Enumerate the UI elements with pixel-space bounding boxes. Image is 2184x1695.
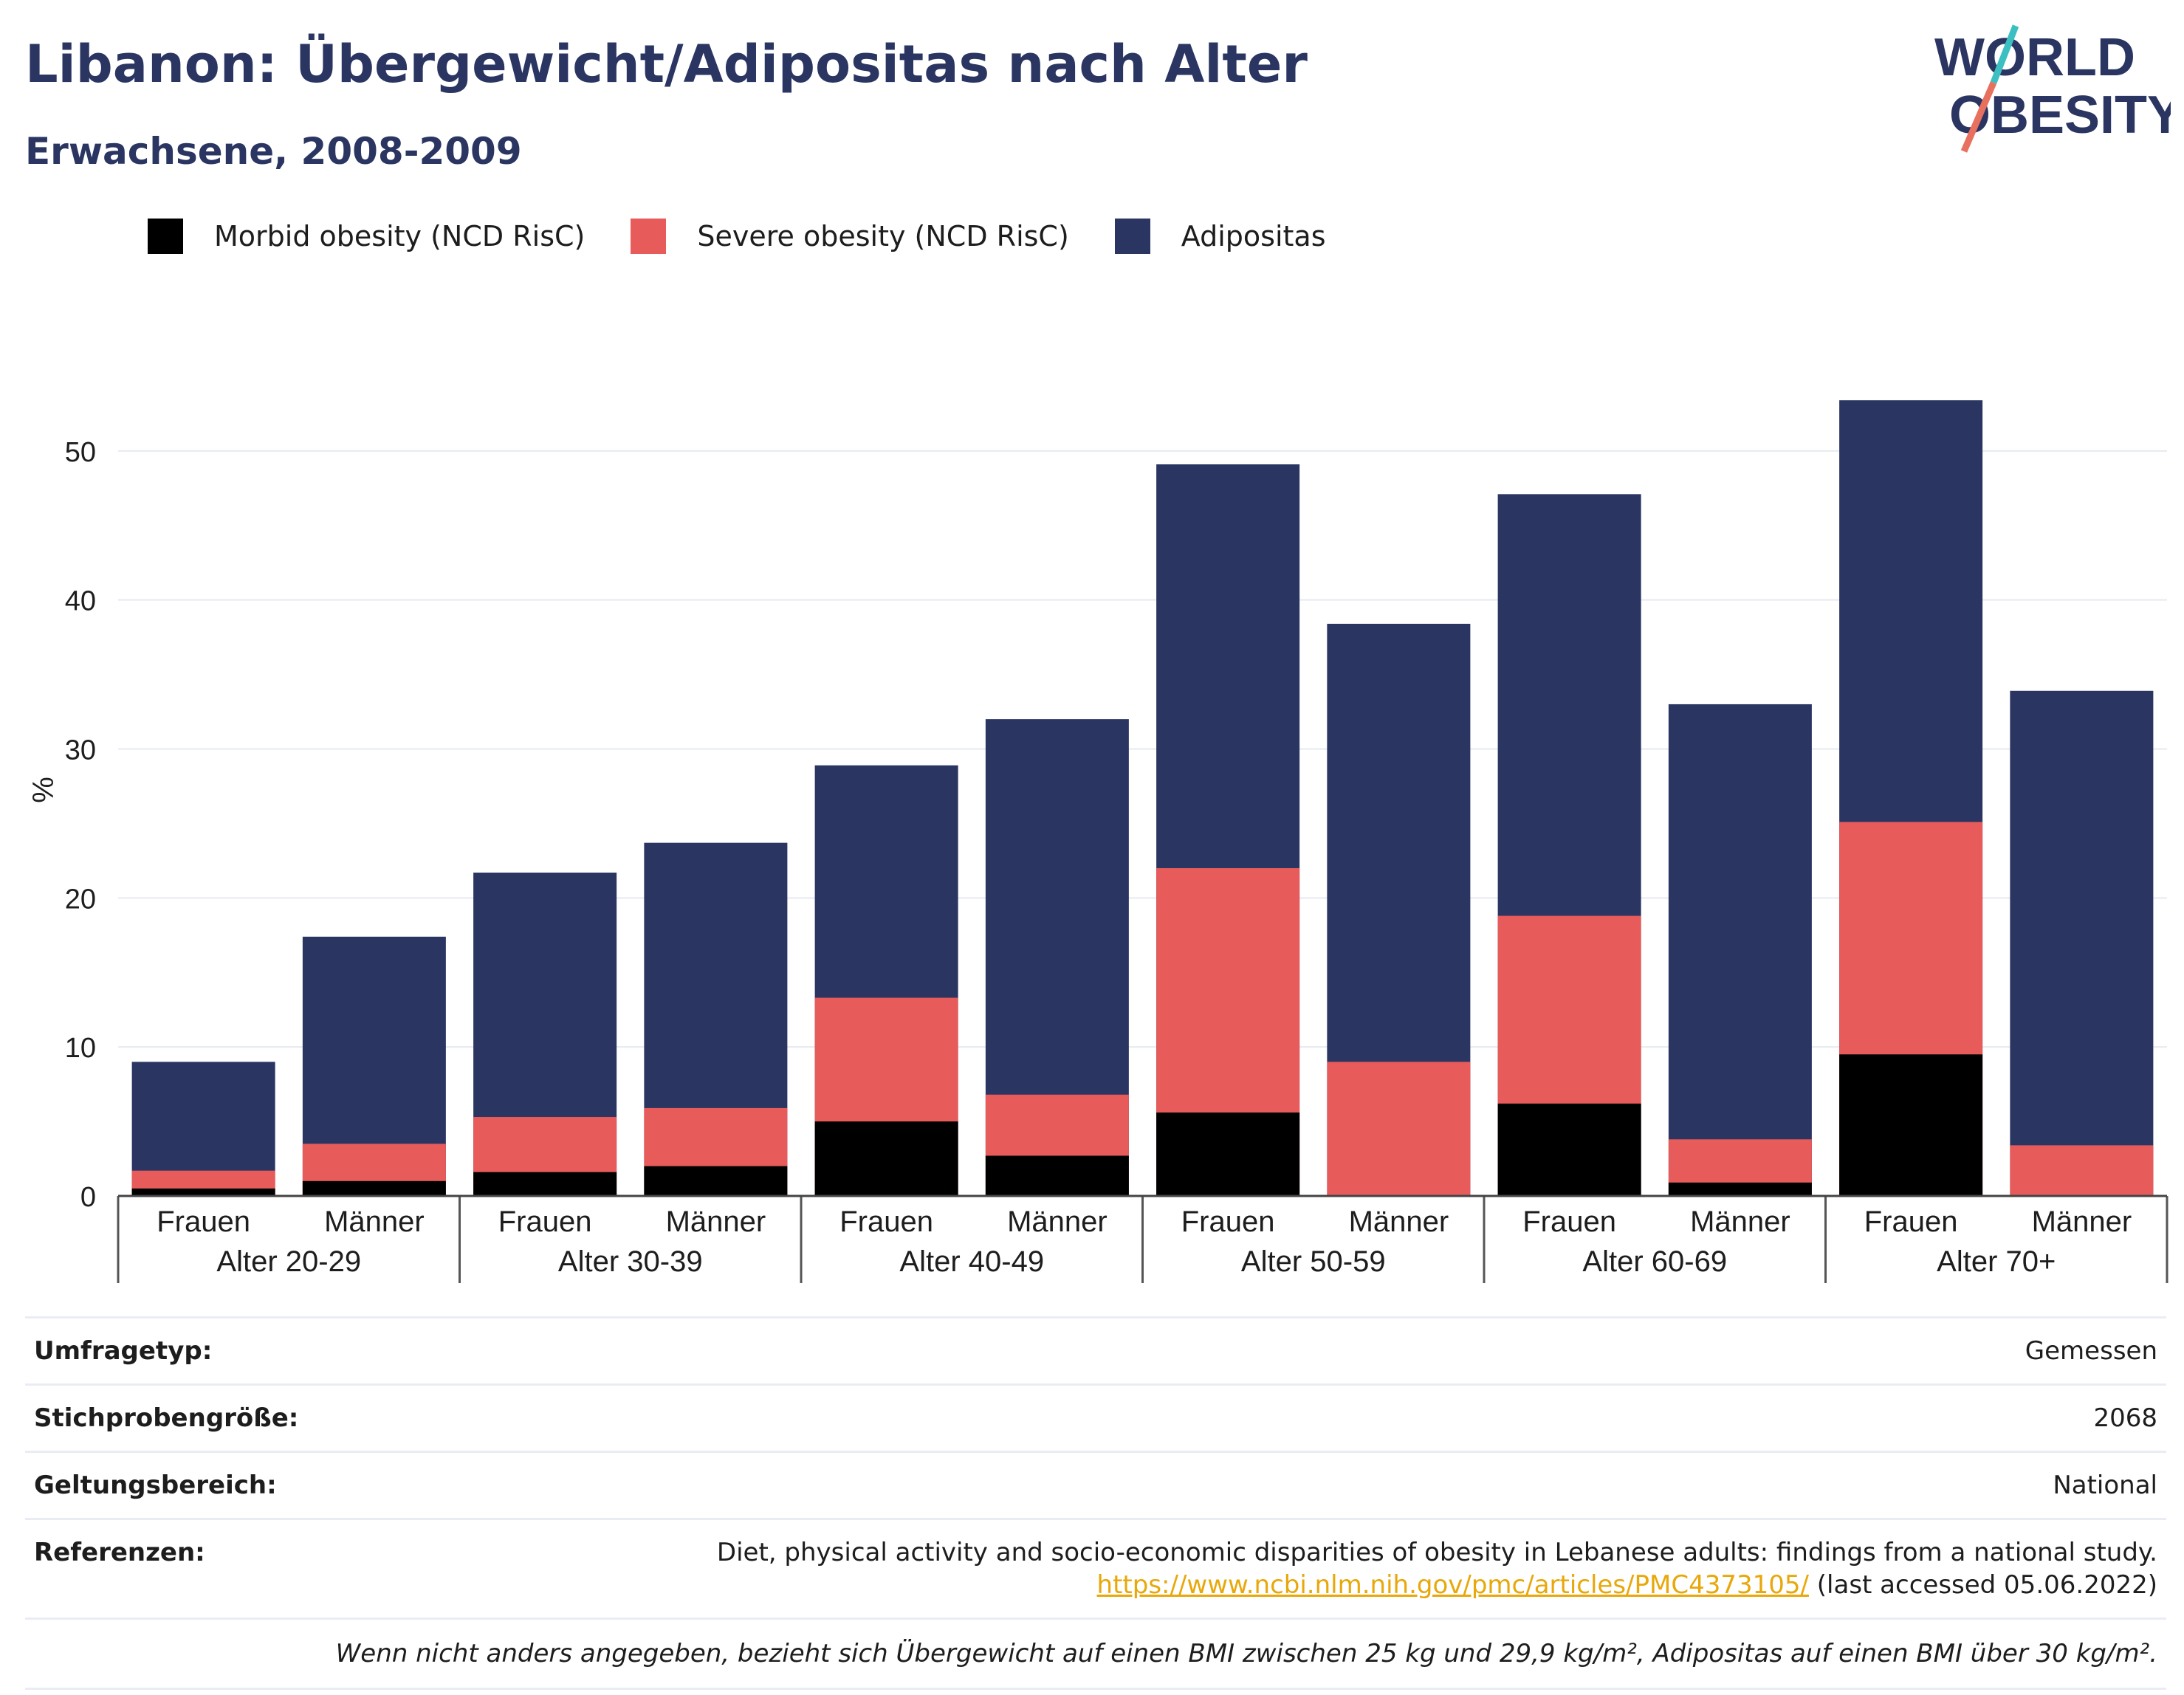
legend-item-severe[interactable]: Severe obesity (NCD RisC) (631, 219, 1068, 254)
x-group-label: Alter 40-49 (899, 1245, 1044, 1278)
meta-row-survey-type: Umfragetyp: Gemessen (25, 1316, 2166, 1383)
bar-morbid (132, 1189, 275, 1196)
x-group-label: Alter 30-39 (558, 1245, 703, 1278)
x-subcategory-label: Frauen (1864, 1206, 1958, 1238)
x-subcategory-label: Männer (1690, 1206, 1790, 1238)
y-tick-label: 20 (65, 884, 96, 915)
bar-morbid (473, 1172, 617, 1196)
bar-morbid (303, 1181, 446, 1196)
reference-accessed: (last accessed 05.06.2022) (1817, 1570, 2157, 1600)
footnote: Wenn nicht anders angegeben, bezieht sic… (25, 1617, 2166, 1690)
x-subcategory-label: Frauen (498, 1206, 592, 1238)
legend-item-adipositas[interactable]: Adipositas (1115, 219, 1326, 254)
world-obesity-logo: WORLD OBESITY (1920, 22, 2171, 162)
x-subcategory-label: Männer (666, 1206, 766, 1238)
reference-link[interactable]: https://www.ncbi.nlm.nih.gov/pmc/article… (1097, 1570, 1809, 1600)
x-group-label: Alter 60-69 (1582, 1245, 1727, 1278)
y-tick-label: 10 (65, 1033, 96, 1064)
meta-key: Umfragetyp: (34, 1335, 212, 1367)
meta-value-references: Diet, physical activity and socio-econom… (717, 1536, 2157, 1601)
x-subcategory-label: Frauen (1522, 1206, 1616, 1238)
chart-title: Libanon: Übergewicht/Adipositas nach Alt… (25, 34, 1308, 94)
bar-adipositas (1669, 704, 1812, 1196)
meta-key: Stichprobengröße: (34, 1402, 298, 1434)
bar-morbid (1498, 1104, 1641, 1196)
logo-line1: WORLD (1934, 28, 2135, 87)
x-subcategory-label: Männer (1349, 1206, 1449, 1238)
legend-label-severe: Severe obesity (NCD RisC) (697, 220, 1068, 252)
bar-morbid (986, 1156, 1129, 1196)
y-tick-label: 0 (80, 1182, 96, 1213)
x-subcategory-label: Frauen (1181, 1206, 1275, 1238)
reference-text: Diet, physical activity and socio-econom… (717, 1538, 2157, 1567)
y-tick-label: 50 (65, 437, 96, 468)
bar-severe (2010, 1145, 2153, 1196)
metadata-table: Umfragetyp: Gemessen Stichprobengröße: 2… (25, 1316, 2166, 1690)
x-subcategory-label: Männer (324, 1206, 425, 1238)
chart-subtitle: Erwachsene, 2008-2009 (25, 130, 522, 173)
meta-key: Referenzen: (34, 1536, 205, 1601)
x-group-label: Alter 50-59 (1241, 1245, 1386, 1278)
x-subcategory-label: Frauen (157, 1206, 250, 1238)
bar-adipositas (2010, 691, 2153, 1196)
x-group-label: Alter 20-29 (216, 1245, 361, 1278)
legend-label-morbid: Morbid obesity (NCD RisC) (214, 220, 585, 252)
y-tick-label: 40 (65, 586, 96, 617)
bar-morbid (644, 1166, 787, 1196)
bar-morbid (1839, 1054, 1982, 1196)
meta-value: Gemessen (2025, 1335, 2157, 1367)
legend-swatch-adipositas (1115, 219, 1150, 254)
legend-swatch-morbid (148, 219, 183, 254)
meta-row-sample-size: Stichprobengröße: 2068 (25, 1383, 2166, 1451)
legend-swatch-severe (631, 219, 666, 254)
meta-value: 2068 (2093, 1402, 2157, 1434)
y-axis-label: % (27, 777, 60, 803)
meta-value: National (2053, 1469, 2157, 1502)
meta-key: Geltungsbereich: (34, 1469, 277, 1502)
x-subcategory-label: Männer (2032, 1206, 2132, 1238)
bar-severe (1327, 1062, 1470, 1196)
bar-morbid (815, 1121, 958, 1196)
bar-morbid (1669, 1183, 1812, 1196)
bar-morbid (1156, 1113, 1299, 1196)
legend-item-morbid[interactable]: Morbid obesity (NCD RisC) (148, 219, 585, 254)
x-subcategory-label: Frauen (839, 1206, 933, 1238)
meta-row-scope: Geltungsbereich: National (25, 1451, 2166, 1518)
legend-label-adipositas: Adipositas (1181, 220, 1326, 252)
bar-chart: 0 10 20 30 40 50% Frauen Männer Alter 20-29 Fraue… (0, 354, 2184, 1285)
legend: Morbid obesity (NCD RisC) Severe obesity… (148, 219, 1372, 254)
x-group-label: Alter 70+ (1937, 1245, 2056, 1278)
x-subcategory-label: Männer (1007, 1206, 1108, 1238)
y-tick-label: 30 (65, 735, 96, 766)
meta-row-references: Referenzen: Diet, physical activity and … (25, 1518, 2166, 1617)
